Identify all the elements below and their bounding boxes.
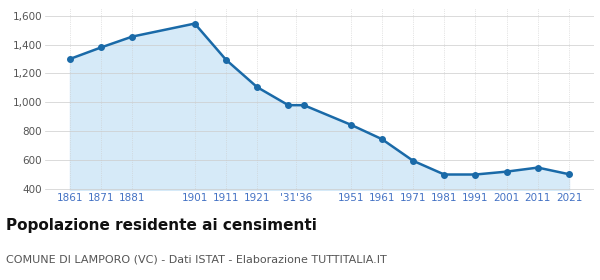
Text: Popolazione residente ai censimenti: Popolazione residente ai censimenti: [6, 218, 317, 234]
Text: COMUNE DI LAMPORO (VC) - Dati ISTAT - Elaborazione TUTTITALIA.IT: COMUNE DI LAMPORO (VC) - Dati ISTAT - El…: [6, 255, 387, 265]
